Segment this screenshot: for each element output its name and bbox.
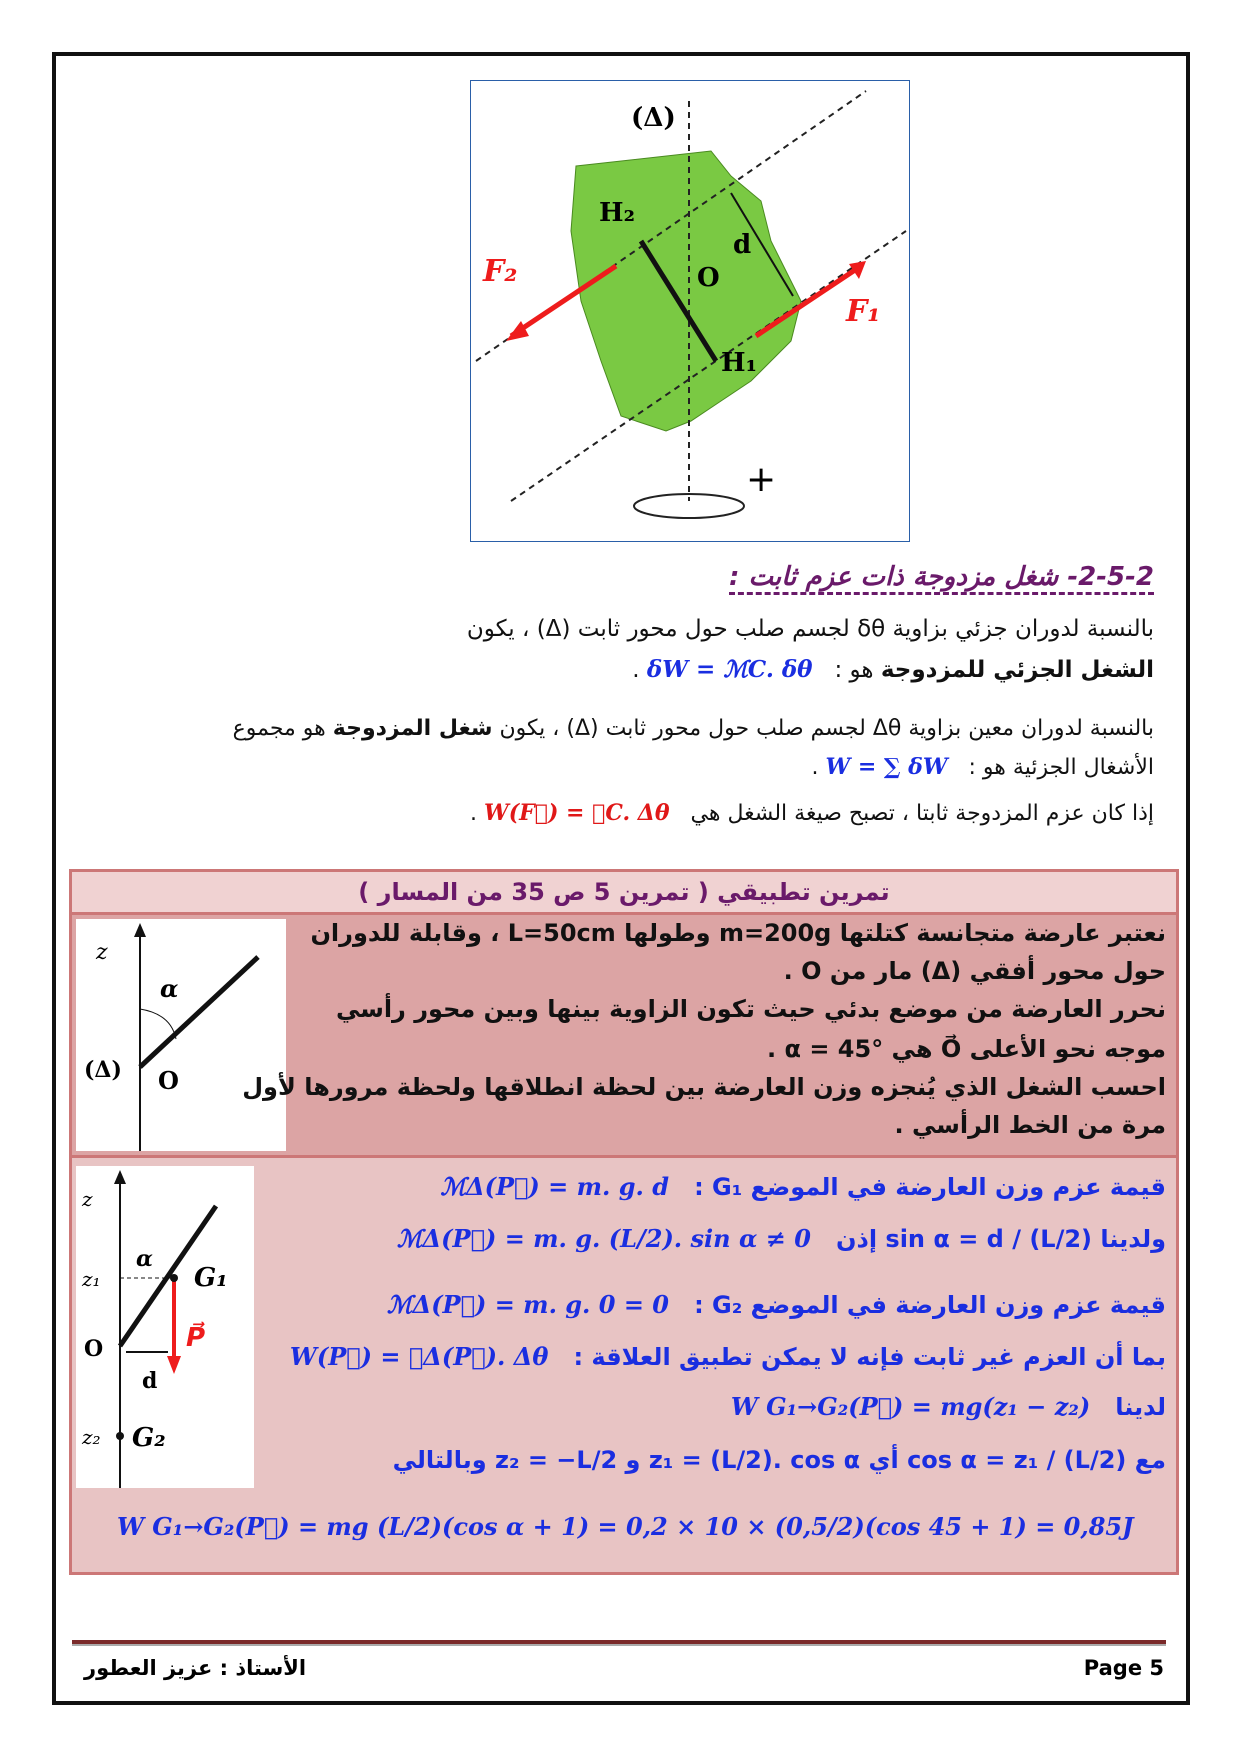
partial-work-formula: δW = ℳC. δθ: [646, 656, 813, 683]
paragraph-3: إذا كان عزم المزدوجة ثابتا ، تصبح صيغة ا…: [470, 800, 1154, 826]
rotation-arrow-icon: [633, 493, 745, 519]
exercise-statement: z α (Δ) O نعتبر عارضة متجانسة كتلتها m=2…: [72, 915, 1176, 1158]
couple-figure: (Δ) H₂ O d H₁ F₂ F₁ +: [470, 80, 910, 542]
statement-line: احسب الشغل الذي يُنجزه وزن العارضة بين ل…: [242, 1073, 1166, 1101]
statement-line: مرة من الخط الرأسي .: [894, 1111, 1166, 1139]
solution-line: قيمة عزم وزن العارضة في الموضع G₁ : ℳΔ(P…: [440, 1172, 1166, 1201]
svg-text:α: α: [160, 974, 178, 1003]
svg-text:d: d: [733, 230, 751, 260]
svg-text:α: α: [136, 1246, 153, 1272]
svg-text:z₂: z₂: [81, 1425, 101, 1449]
exercise-box: تمرين تطبيقي ( تمرين 5 ص 35 من المسار ) …: [69, 869, 1179, 1575]
section-heading: 2-5-2- شغل مزدوجة ذات عزم ثابت :: [729, 562, 1154, 595]
statement-line: نعتبر عارضة متجانسة كتلتها m=200g وطولها…: [310, 919, 1166, 947]
solution-line: قيمة عزم وزن العارضة في الموضع G₂ : ℳΔ(P…: [386, 1290, 1166, 1319]
total-work-formula: W = ∑ δW: [825, 754, 948, 780]
statement-line: حول محور أفقي (Δ) مار من O .: [783, 957, 1166, 985]
bar-initial-figure: z α (Δ) O: [76, 919, 286, 1151]
footer-author: الأستاذ : عزيز العطور: [84, 1656, 307, 1680]
svg-text:(Δ): (Δ): [631, 103, 676, 133]
footer-page-number: Page 5: [1083, 1656, 1164, 1680]
bar-positions-figure: z α z₁ G₁ P⃗ O d z₂ G₂: [76, 1166, 254, 1488]
svg-text:G₁: G₁: [194, 1263, 228, 1293]
svg-text:O: O: [158, 1066, 179, 1095]
svg-text:F₁: F₁: [845, 294, 880, 329]
svg-text:H₁: H₁: [721, 348, 757, 378]
constant-couple-work-formula: W(F⃗) = ℳC. Δθ: [484, 800, 670, 826]
svg-text:F₂: F₂: [482, 254, 517, 289]
svg-text:+: +: [746, 459, 776, 500]
svg-text:P⃗: P⃗: [186, 1321, 205, 1353]
svg-text:z: z: [81, 1187, 93, 1211]
svg-text:z: z: [95, 940, 108, 965]
solution-line: بما أن العزم غير ثابت فإنه لا يمكن تطبيق…: [289, 1342, 1166, 1371]
force-f2-arrow: [509, 263, 618, 339]
statement-line: نحرر العارضة من موضع بدئي حيث تكون الزاو…: [335, 995, 1166, 1023]
footer-divider: [72, 1640, 1166, 1646]
rigid-body: [570, 150, 802, 432]
svg-text:(Δ): (Δ): [84, 1057, 122, 1083]
svg-text:H₂: H₂: [599, 198, 635, 228]
paragraph-2-line-2: الأشغال الجزئية هو : W = ∑ δW .: [811, 754, 1154, 780]
paragraph-1-line-2: الشغل الجزئي للمزدوجة هو : δW = ℳC. δθ .: [632, 656, 1154, 683]
statement-line: موجه نحو الأعلى O⃗ هي α = 45° .: [767, 1035, 1166, 1063]
svg-text:O: O: [697, 263, 720, 293]
svg-text:z₁: z₁: [81, 1267, 101, 1291]
couple-diagram: (Δ) H₂ O d H₁ F₂ F₁ +: [475, 90, 907, 519]
svg-text:G₂: G₂: [132, 1423, 166, 1453]
svg-text:O: O: [84, 1336, 103, 1362]
force-f1-arrow: [754, 263, 863, 339]
page-border: [52, 52, 1190, 1705]
paragraph-2-line-1: بالنسبة لدوران معين بزاوية Δθ لجسم صلب ح…: [232, 716, 1154, 741]
final-result-formula: W G₁→G₂(P⃗) = mg (L/2)(cos α + 1) = 0,2 …: [117, 1512, 1134, 1541]
solution-line: مع cos α = z₁ / (L/2) أي z₁ = (L/2). cos…: [392, 1446, 1166, 1474]
solution-line: لدينا W G₁→G₂(P⃗) = mg(z₁ − z₂): [730, 1392, 1166, 1421]
exercise-title: تمرين تطبيقي ( تمرين 5 ص 35 من المسار ): [72, 872, 1176, 915]
solution-line: ولدينا sin α = d / (L/2) إذن ℳΔ(P⃗) = m.…: [396, 1224, 1166, 1253]
svg-text:d: d: [142, 1368, 157, 1394]
paragraph-1-line-1: بالنسبة لدوران جزئي بزاوية δθ لجسم صلب ح…: [466, 616, 1154, 642]
lever-arm: [638, 239, 719, 363]
